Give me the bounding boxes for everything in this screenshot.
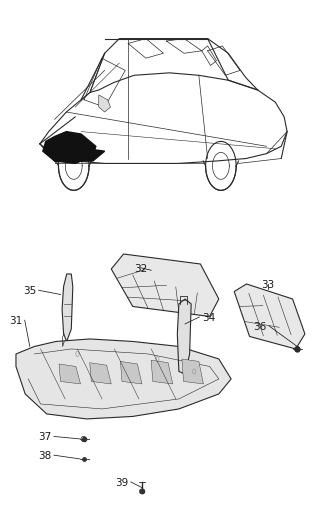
Text: 33: 33 xyxy=(261,279,275,290)
Text: 34: 34 xyxy=(202,313,215,322)
Polygon shape xyxy=(111,254,219,317)
Polygon shape xyxy=(62,274,73,342)
Text: 37: 37 xyxy=(38,432,51,442)
Text: 39: 39 xyxy=(115,477,128,487)
Polygon shape xyxy=(16,340,231,419)
Polygon shape xyxy=(43,132,96,164)
Polygon shape xyxy=(59,364,80,384)
Text: 35: 35 xyxy=(23,286,36,296)
Text: 38: 38 xyxy=(38,450,51,460)
Polygon shape xyxy=(177,299,191,374)
Polygon shape xyxy=(120,362,142,384)
Polygon shape xyxy=(99,96,111,113)
Polygon shape xyxy=(234,285,305,349)
Polygon shape xyxy=(55,147,105,162)
Polygon shape xyxy=(151,360,173,384)
Polygon shape xyxy=(90,363,111,384)
Text: 31: 31 xyxy=(9,316,22,326)
Polygon shape xyxy=(182,359,203,384)
Text: 36: 36 xyxy=(253,321,267,331)
Text: 32: 32 xyxy=(134,263,147,273)
